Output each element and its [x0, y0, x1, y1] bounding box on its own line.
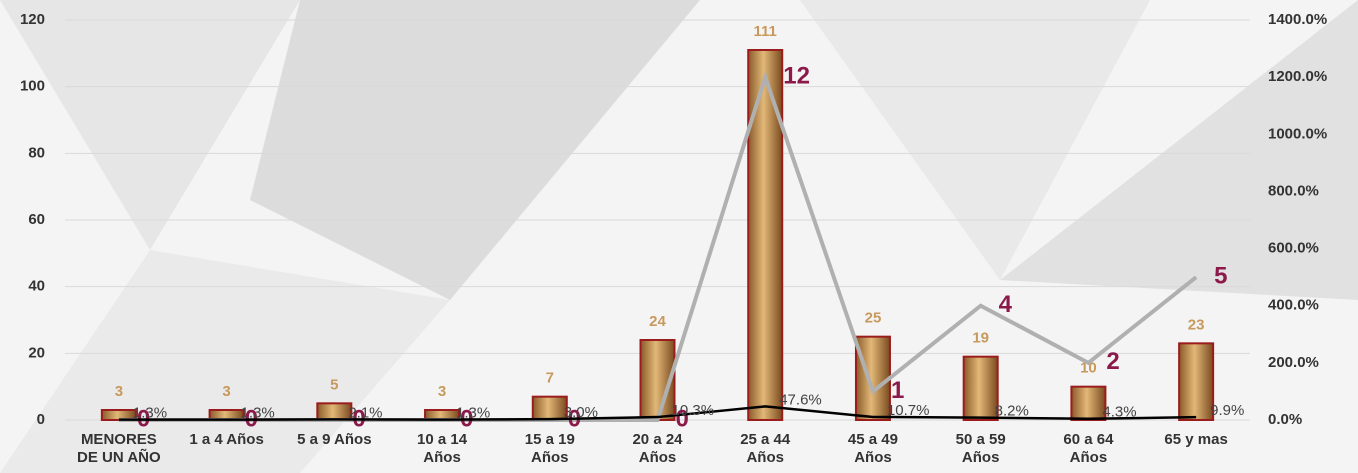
y2-tick-label: 200.0% — [1268, 354, 1319, 371]
x-tick-label: 65 y mas — [1164, 431, 1228, 448]
x-tick-label: 20 a 24 Años — [632, 431, 683, 466]
line-value-label: 4.3% — [1102, 404, 1136, 421]
bar — [962, 355, 999, 421]
bg-shape — [0, 0, 300, 250]
bar-value-label: 25 — [865, 310, 882, 327]
line-value-label: 9.9% — [1210, 402, 1244, 419]
bar — [316, 402, 353, 422]
bg-shape — [800, 0, 1150, 280]
bar-value-label: 111 — [754, 23, 777, 40]
bar-value-label: 3 — [438, 383, 446, 400]
x-tick-label: 25 a 44 Años — [740, 431, 791, 466]
line-value-label: 12 — [783, 62, 810, 89]
line-value-label: 0 — [676, 405, 689, 432]
line-value-label: 10.3% — [672, 402, 715, 419]
y-tick-label: 40 — [28, 278, 45, 295]
line-series — [118, 405, 1197, 421]
bar-value-label: 7 — [546, 370, 554, 387]
line-value-label: 1 — [891, 377, 904, 404]
bg-shape — [1000, 0, 1358, 300]
bar-value-label: 3 — [115, 383, 123, 400]
bar — [1070, 385, 1107, 421]
bar — [854, 335, 891, 421]
x-tick-label: 15 a 19 Años — [524, 431, 575, 466]
x-tick-label: 50 a 59 Años — [955, 431, 1006, 466]
y2-tick-label: 0.0% — [1268, 411, 1302, 428]
line-value-label: 2 — [1106, 348, 1119, 375]
y2-tick-label: 400.0% — [1268, 297, 1319, 314]
y-tick-label: 120 — [20, 11, 45, 28]
line-value-label: 47.6% — [779, 391, 822, 408]
x-tick-label: 10 a 14 Años — [417, 431, 468, 466]
line-value-label: 1.3% — [241, 405, 275, 422]
y-tick-label: 100 — [20, 78, 45, 95]
bar — [747, 49, 784, 421]
bar-value-label: 19 — [972, 330, 989, 347]
y2-tick-label: 1400.0% — [1268, 11, 1327, 28]
bar-value-label: 3 — [222, 383, 230, 400]
line-value-label: 3.0% — [564, 404, 598, 421]
line-value-label: 1.3% — [133, 405, 167, 422]
bar-value-label: 10 — [1080, 360, 1097, 377]
y-tick-label: 20 — [28, 344, 45, 361]
line-value-label: 10.7% — [887, 402, 930, 419]
y-tick-label: 0 — [37, 411, 45, 428]
line-value-label: 5 — [1214, 262, 1227, 289]
bar-value-label: 23 — [1188, 316, 1205, 333]
y2-tick-label: 800.0% — [1268, 182, 1319, 199]
x-tick-label: 45 a 49 Años — [847, 431, 898, 466]
line-value-label: 2.1% — [348, 404, 382, 421]
line-value-label: 1.3% — [456, 405, 490, 422]
line-value-label: 8.2% — [995, 403, 1029, 420]
line-value-label: 4 — [999, 291, 1013, 318]
bar-value-label: 24 — [649, 313, 666, 330]
bar — [531, 395, 568, 421]
x-tick-label: MENORES DE UN AÑO — [77, 431, 161, 466]
y-tick-label: 80 — [28, 144, 45, 161]
x-tick-label: 5 a 9 Años — [297, 431, 372, 448]
y2-tick-label: 1200.0% — [1268, 68, 1327, 85]
bar-value-label: 5 — [330, 376, 338, 393]
bar — [1178, 342, 1215, 422]
x-tick-label: 60 a 64 Años — [1063, 431, 1114, 466]
y2-tick-label: 600.0% — [1268, 240, 1319, 257]
bg-shape — [250, 0, 700, 300]
x-tick-label: 1 a 4 Años — [189, 431, 264, 448]
y2-tick-label: 1000.0% — [1268, 125, 1327, 142]
y-tick-label: 60 — [28, 211, 45, 228]
